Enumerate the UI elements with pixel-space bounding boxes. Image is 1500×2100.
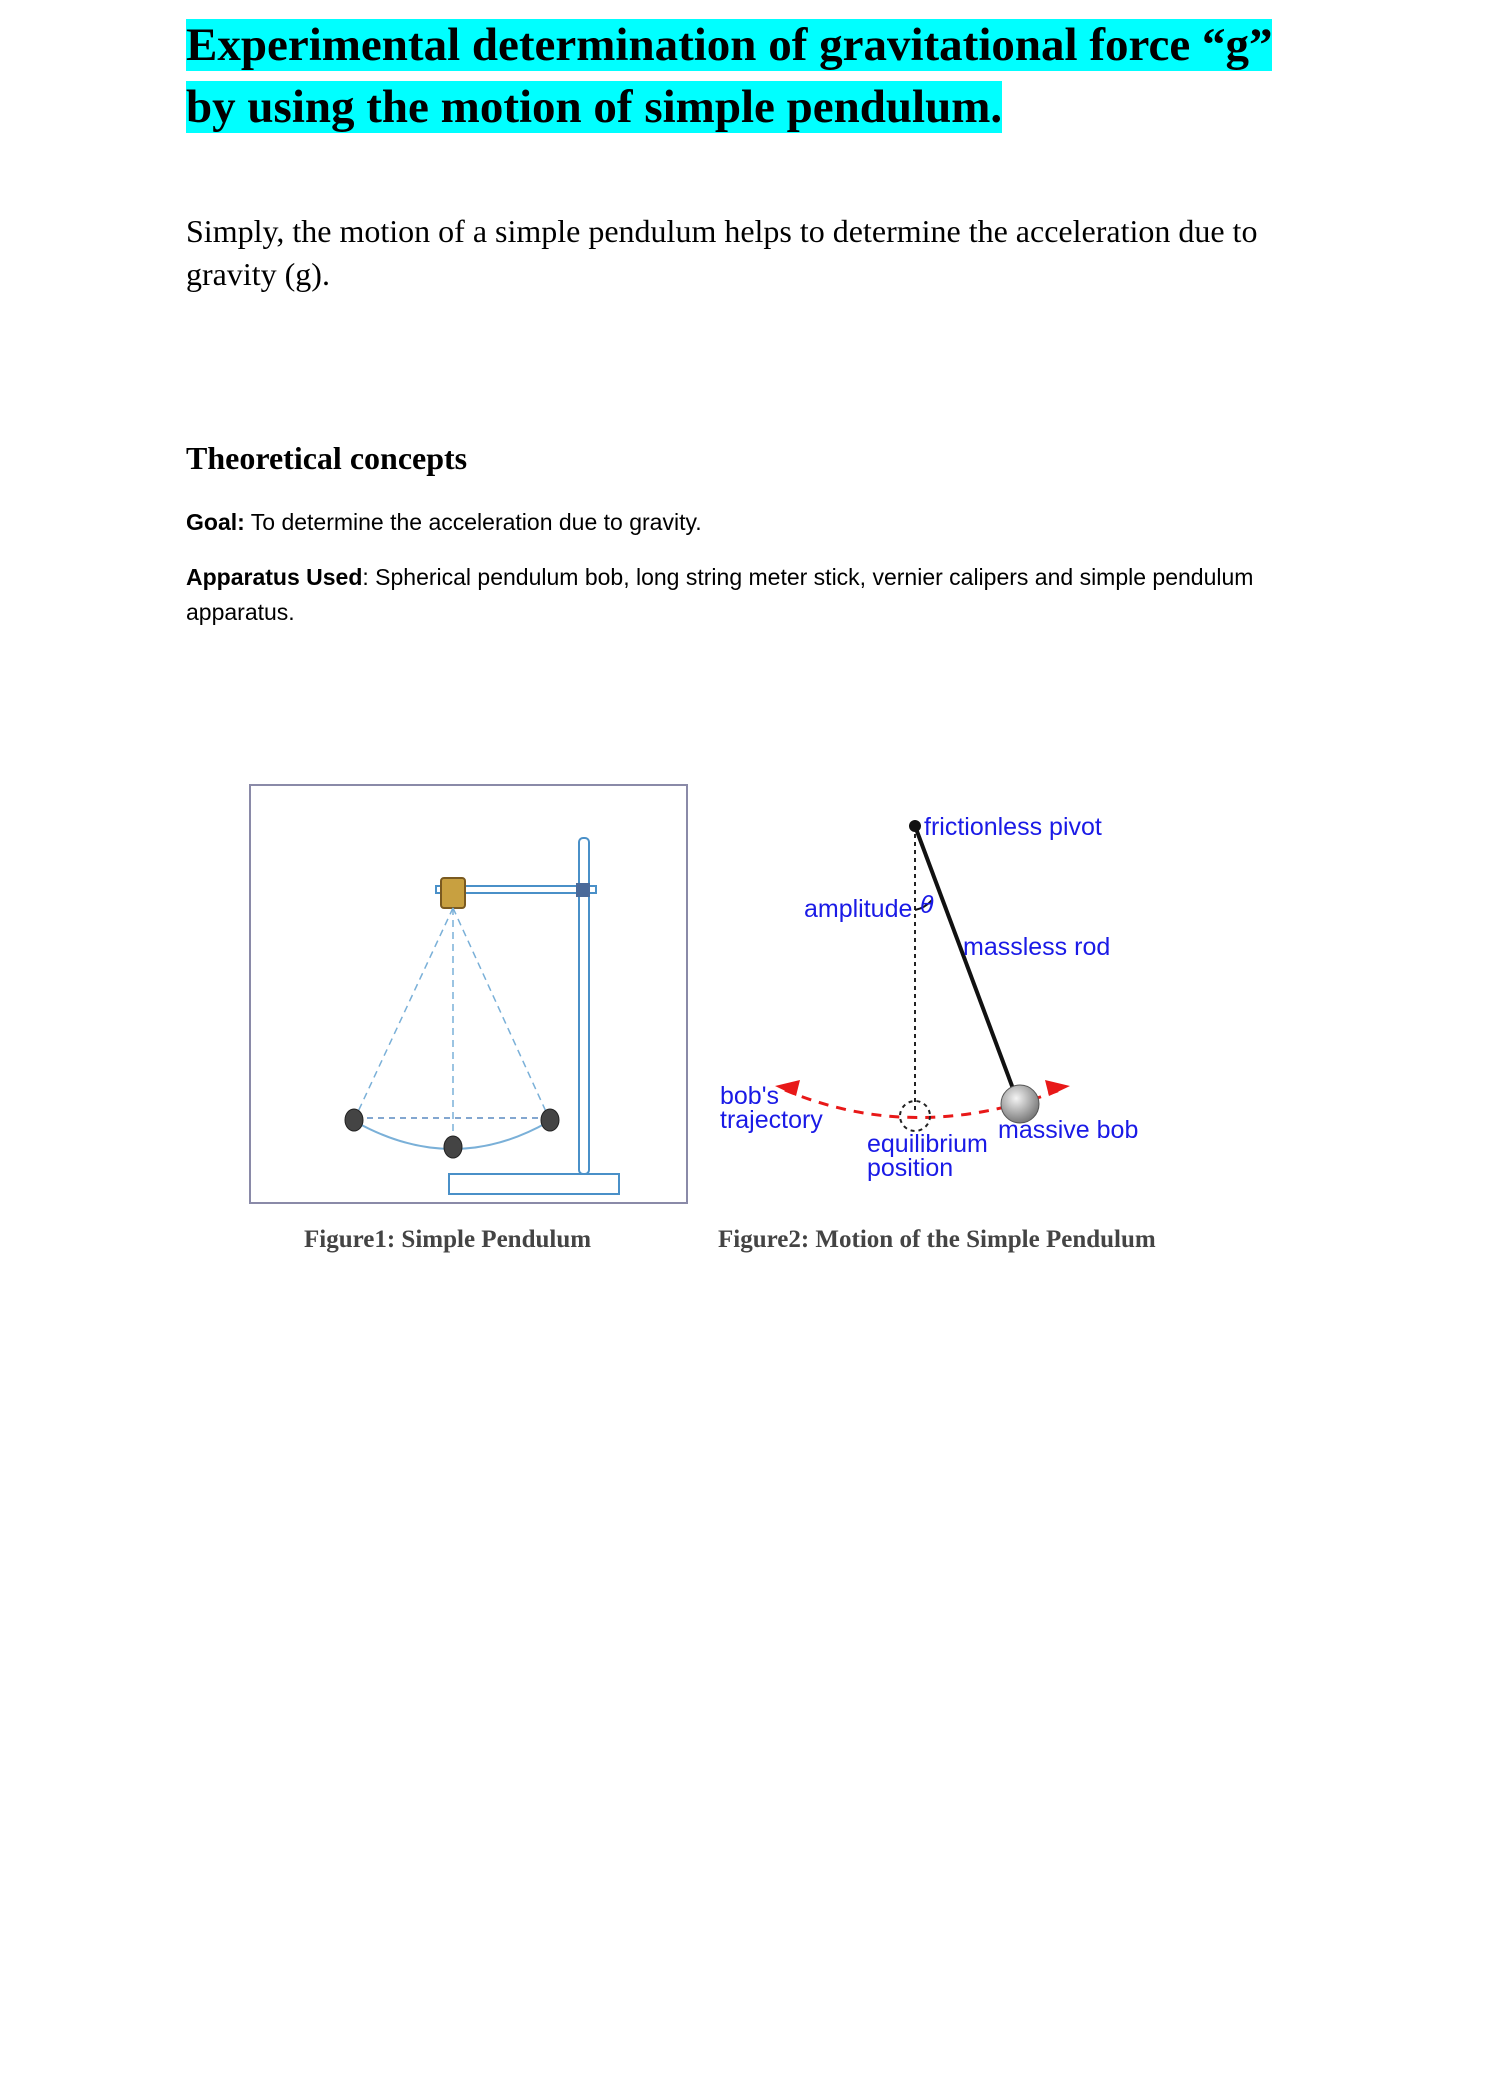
bob-right: [540, 1108, 560, 1132]
apparatus-text: : Spherical pendulum bob, long string me…: [186, 564, 1254, 625]
section-heading: Theoretical concepts: [186, 440, 468, 476]
label-bob: massive bob: [998, 1116, 1138, 1144]
pendulum-apparatus-illustration: [344, 837, 620, 1195]
label-amplitude: amplitude: [804, 895, 912, 923]
goal-text: To determine the acceleration due to gra…: [244, 509, 702, 535]
title-line-1: Experimental determination of gravitatio…: [186, 19, 1273, 71]
apparatus-paragraph: Apparatus Used: Spherical pendulum bob, …: [186, 560, 1336, 630]
label-theta: θ: [920, 891, 934, 919]
arm-clamp: [576, 883, 590, 897]
document-title: Experimental determination of gravitatio…: [186, 14, 1336, 138]
angle-arc: [914, 899, 933, 911]
bob-center: [443, 1135, 463, 1159]
massive-bob: [1000, 1084, 1040, 1124]
label-trajectory-2: trajectory: [720, 1106, 823, 1134]
massless-rod: [913, 825, 1020, 1103]
intro-paragraph: Simply, the motion of a simple pendulum …: [186, 213, 1258, 292]
figure2-caption: Figure2: Motion of the Simple Pendulum: [718, 1226, 1156, 1253]
label-rod: massless rod: [963, 933, 1110, 961]
label-equilibrium-2: position: [867, 1154, 953, 1182]
stand-base: [448, 1173, 620, 1195]
label-pivot: frictionless pivot: [924, 813, 1102, 841]
stand-arm: [435, 885, 597, 894]
stand-rod: [578, 837, 590, 1175]
figure1-simple-pendulum: [249, 784, 688, 1204]
bob-left: [344, 1108, 364, 1132]
equilibrium-bob-outline: [899, 1100, 931, 1132]
apparatus-label: Apparatus Used: [186, 564, 363, 590]
string-left-dashed: [355, 907, 454, 1117]
trajectory-arrow-left: [775, 1080, 800, 1096]
label-trajectory-1: bob's: [720, 1082, 779, 1110]
goal-label: Goal:: [186, 509, 245, 535]
figure1-caption: Figure1: Simple Pendulum: [304, 1226, 592, 1253]
title-line-2: by using the motion of simple pendulum.: [186, 81, 1003, 133]
string-right-dashed: [452, 907, 549, 1117]
figure2-motion-diagram: frictionless pivot amplitude θ massless …: [700, 800, 1220, 1200]
motion-diagram-svg: frictionless pivot amplitude θ massless …: [720, 813, 1138, 1182]
label-equilibrium-1: equilibrium: [867, 1130, 988, 1158]
pivot-clamp: [440, 877, 466, 909]
trajectory-arrow-right: [1045, 1080, 1070, 1096]
goal-paragraph: Goal: To determine the acceleration due …: [186, 505, 1336, 540]
pivot-point: [909, 820, 921, 832]
